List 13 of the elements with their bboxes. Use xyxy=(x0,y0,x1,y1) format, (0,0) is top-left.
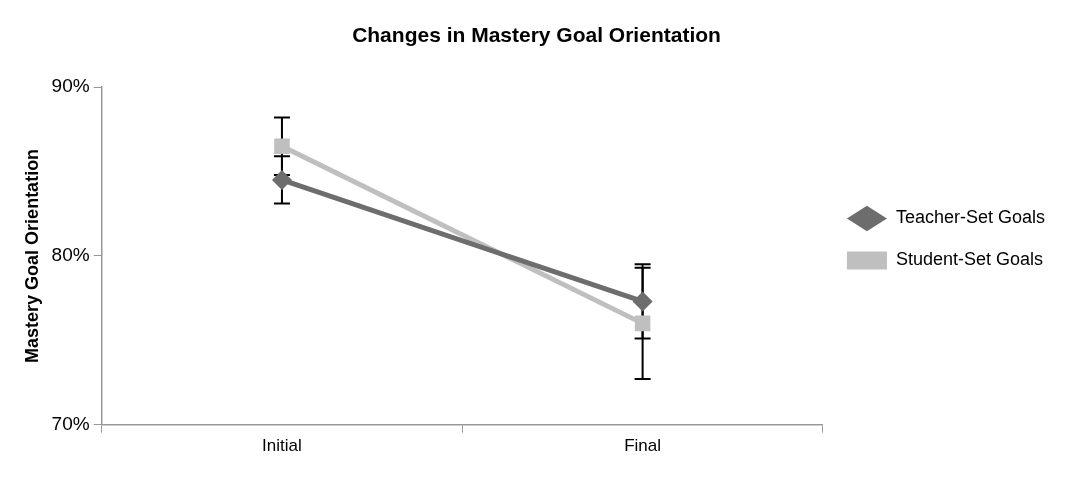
x-tick-label: Final xyxy=(624,436,662,456)
point xyxy=(271,169,292,190)
y-tick-label: 90% xyxy=(51,75,90,97)
y-axis-title: Mastery Goal Orientation xyxy=(21,148,42,363)
legend-label: Student-Set Goals xyxy=(895,249,1044,270)
y-tick-label: 70% xyxy=(51,412,90,434)
point xyxy=(632,291,653,312)
point xyxy=(634,315,651,332)
point xyxy=(274,138,290,155)
legend-label: Teacher-Set Goals xyxy=(895,207,1046,228)
chart-title: Changes in Mastery Goal Orientation xyxy=(352,23,721,47)
y-tick-label: 80% xyxy=(51,244,90,266)
x-tick-label: Initial xyxy=(262,436,302,456)
